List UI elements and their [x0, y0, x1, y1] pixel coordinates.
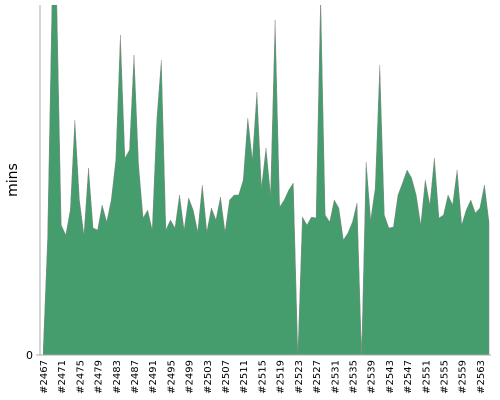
x-tick-label: #2467 [39, 360, 50, 394]
x-tick-label: #2531 [330, 360, 341, 394]
x-tick-label: #2511 [239, 360, 250, 394]
area [43, 5, 490, 355]
x-tick-label: #2471 [57, 360, 68, 394]
x-tick-label: #2523 [294, 360, 305, 394]
x-tick-label: #2495 [166, 360, 177, 394]
x-tick-label: #2559 [458, 360, 469, 394]
x-tick-label: #2535 [348, 360, 359, 394]
x-tick-label: #2483 [112, 360, 123, 394]
y-axis-label: mins [5, 163, 21, 197]
x-tick-label: #2503 [203, 360, 214, 394]
x-tick-label: #2491 [148, 360, 159, 394]
x-tick-label: #2515 [257, 360, 268, 394]
x-tick-label: #2555 [439, 360, 450, 394]
x-tick-label: #2499 [185, 360, 196, 394]
x-tick-label: #2547 [403, 360, 414, 394]
x-tick-label: #2479 [94, 360, 105, 394]
x-tick-label: #2543 [385, 360, 396, 394]
x-tick-label: #2551 [421, 360, 432, 394]
x-tick-label: #2539 [367, 360, 378, 394]
x-tick-label: #2507 [221, 360, 232, 394]
y-tick-label: 0 [26, 349, 33, 362]
x-tick-label: #2563 [476, 360, 487, 394]
x-tick-label: #2475 [75, 360, 86, 394]
x-tick-label: #2527 [312, 360, 323, 394]
x-tick-label: #2487 [130, 360, 141, 394]
x-tick-label: #2519 [276, 360, 287, 394]
